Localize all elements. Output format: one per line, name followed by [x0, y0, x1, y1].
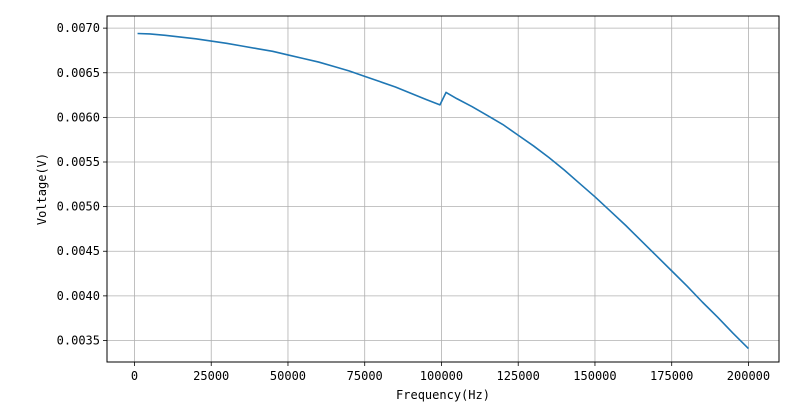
- grid-layer: [107, 16, 779, 362]
- y-tick-label: 0.0070: [57, 21, 100, 35]
- x-tick-label: 175000: [650, 369, 693, 383]
- y-tick-label: 0.0055: [57, 155, 100, 169]
- plot-frame: [106, 15, 780, 363]
- x-tick-label: 0: [131, 369, 138, 383]
- y-tick-label: 0.0050: [57, 200, 100, 214]
- y-axis-label: Voltage(V): [35, 153, 49, 225]
- x-tick-label: 150000: [573, 369, 616, 383]
- line-layer: [137, 32, 750, 350]
- x-tick-label: 200000: [727, 369, 770, 383]
- y-tick-label: 0.0035: [57, 333, 100, 347]
- x-tick-label: 100000: [420, 369, 463, 383]
- x-tick-label: 75000: [347, 369, 383, 383]
- y-tick-label: 0.0045: [57, 244, 100, 258]
- y-tick-label: 0.0060: [57, 110, 100, 124]
- x-tick-label: 25000: [193, 369, 229, 383]
- x-tick-label: 125000: [497, 369, 540, 383]
- x-tick-label: 50000: [270, 369, 306, 383]
- tick-layer: 0 25000 50000 75000 100000 125000 150000 175000…: [57, 21, 770, 383]
- y-tick-label: 0.0065: [57, 66, 100, 80]
- x-axis-label: Frequency(Hz): [396, 388, 490, 402]
- series-line-0: [137, 32, 750, 350]
- y-tick-label: 0.0040: [57, 289, 100, 303]
